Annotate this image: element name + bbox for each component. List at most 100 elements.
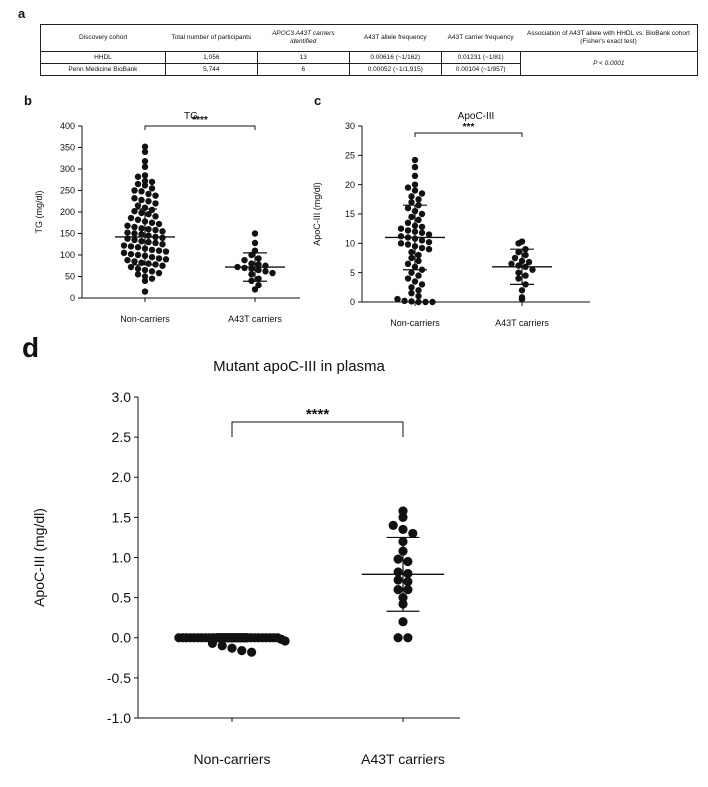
y-tick-label: 5 (350, 268, 355, 278)
data-point (262, 268, 269, 275)
significance-label: **** (192, 115, 208, 126)
significance-label: *** (463, 122, 475, 133)
data-point (393, 585, 403, 595)
data-point (251, 230, 259, 237)
data-point (418, 281, 426, 288)
data-point (159, 234, 166, 241)
header-discovery-cohort: Discovery cohort (40, 23, 166, 53)
y-tick-label: 2.0 (112, 469, 132, 485)
data-point (155, 220, 163, 228)
data-point (145, 190, 152, 198)
data-point (134, 180, 142, 188)
chart-title: TG (184, 111, 198, 122)
data-point (418, 190, 426, 197)
header-carrier-frequency: A43T carrier frequency (441, 23, 521, 53)
x-tick-label: Non-carriers (120, 314, 170, 324)
y-tick-label: 200 (60, 207, 75, 217)
data-point (411, 163, 419, 171)
data-point (120, 249, 128, 257)
data-point (408, 254, 415, 262)
data-point (127, 243, 135, 250)
data-point (415, 292, 422, 300)
data-point (159, 241, 166, 248)
data-point (148, 275, 156, 282)
chart-title: ApoC-III (458, 111, 495, 122)
y-tick-label: -0.5 (107, 670, 131, 686)
panel-label-b: b (24, 93, 32, 108)
data-point (138, 209, 145, 217)
data-point (418, 229, 426, 236)
data-point (403, 585, 413, 595)
data-point (408, 528, 418, 539)
data-point (251, 286, 259, 293)
data-point (404, 227, 412, 234)
significance-bracket (414, 132, 523, 137)
data-point (255, 255, 262, 262)
data-point (148, 246, 156, 254)
data-point (408, 213, 415, 221)
data-point (398, 506, 408, 516)
data-point (425, 246, 433, 253)
y-tick-label: 250 (60, 186, 75, 196)
data-point (398, 524, 408, 535)
y-axis-label: TG (mg/dl) (34, 190, 44, 233)
data-point (155, 255, 163, 262)
y-tick-label: 0 (70, 293, 75, 303)
data-point (393, 575, 403, 585)
data-point (404, 275, 412, 282)
y-tick-label: -1.0 (107, 710, 131, 726)
table-cell: 0.00104 (~1/957) (440, 63, 521, 77)
panel-label-d: d (22, 332, 40, 363)
data-point (404, 219, 412, 226)
data-point (518, 294, 526, 301)
data-point (138, 238, 145, 245)
data-point (159, 262, 166, 269)
y-tick-label: 30 (345, 121, 355, 131)
data-point (207, 638, 217, 648)
data-point (124, 229, 131, 236)
data-point (127, 263, 135, 271)
data-point (138, 225, 145, 232)
data-point (522, 272, 529, 279)
data-point (120, 242, 128, 249)
data-point (418, 210, 426, 218)
data-point (141, 172, 149, 179)
data-point (217, 641, 227, 651)
data-point (141, 273, 149, 280)
data-point (145, 198, 152, 205)
data-point (141, 266, 149, 274)
data-point (401, 297, 408, 305)
data-point (255, 261, 262, 268)
significance-bracket (144, 125, 256, 130)
data-point (415, 216, 422, 224)
y-tick-label: 1.0 (112, 549, 132, 565)
data-point (152, 192, 159, 199)
data-point (408, 284, 415, 291)
data-point (393, 554, 403, 564)
data-point (145, 232, 152, 239)
y-tick-label: 0 (350, 297, 355, 307)
data-point (248, 271, 255, 278)
x-tick-label: Non-carriers (193, 751, 270, 767)
data-point (411, 181, 419, 188)
data-point (148, 206, 156, 214)
y-tick-label: 0.0 (112, 630, 132, 646)
data-point (408, 298, 415, 305)
data-point (241, 256, 248, 264)
data-point (134, 202, 142, 209)
y-tick-label: 2.5 (112, 429, 132, 445)
data-point (251, 239, 259, 247)
data-point (518, 238, 526, 245)
data-point (141, 143, 149, 150)
data-point (255, 266, 262, 274)
data-point (397, 240, 405, 247)
data-point (155, 269, 163, 277)
data-point (141, 158, 149, 165)
data-point (408, 199, 415, 206)
data-point (159, 228, 166, 235)
data-point (248, 260, 255, 267)
data-point (152, 226, 159, 234)
data-point (522, 251, 529, 259)
data-point (141, 288, 149, 295)
